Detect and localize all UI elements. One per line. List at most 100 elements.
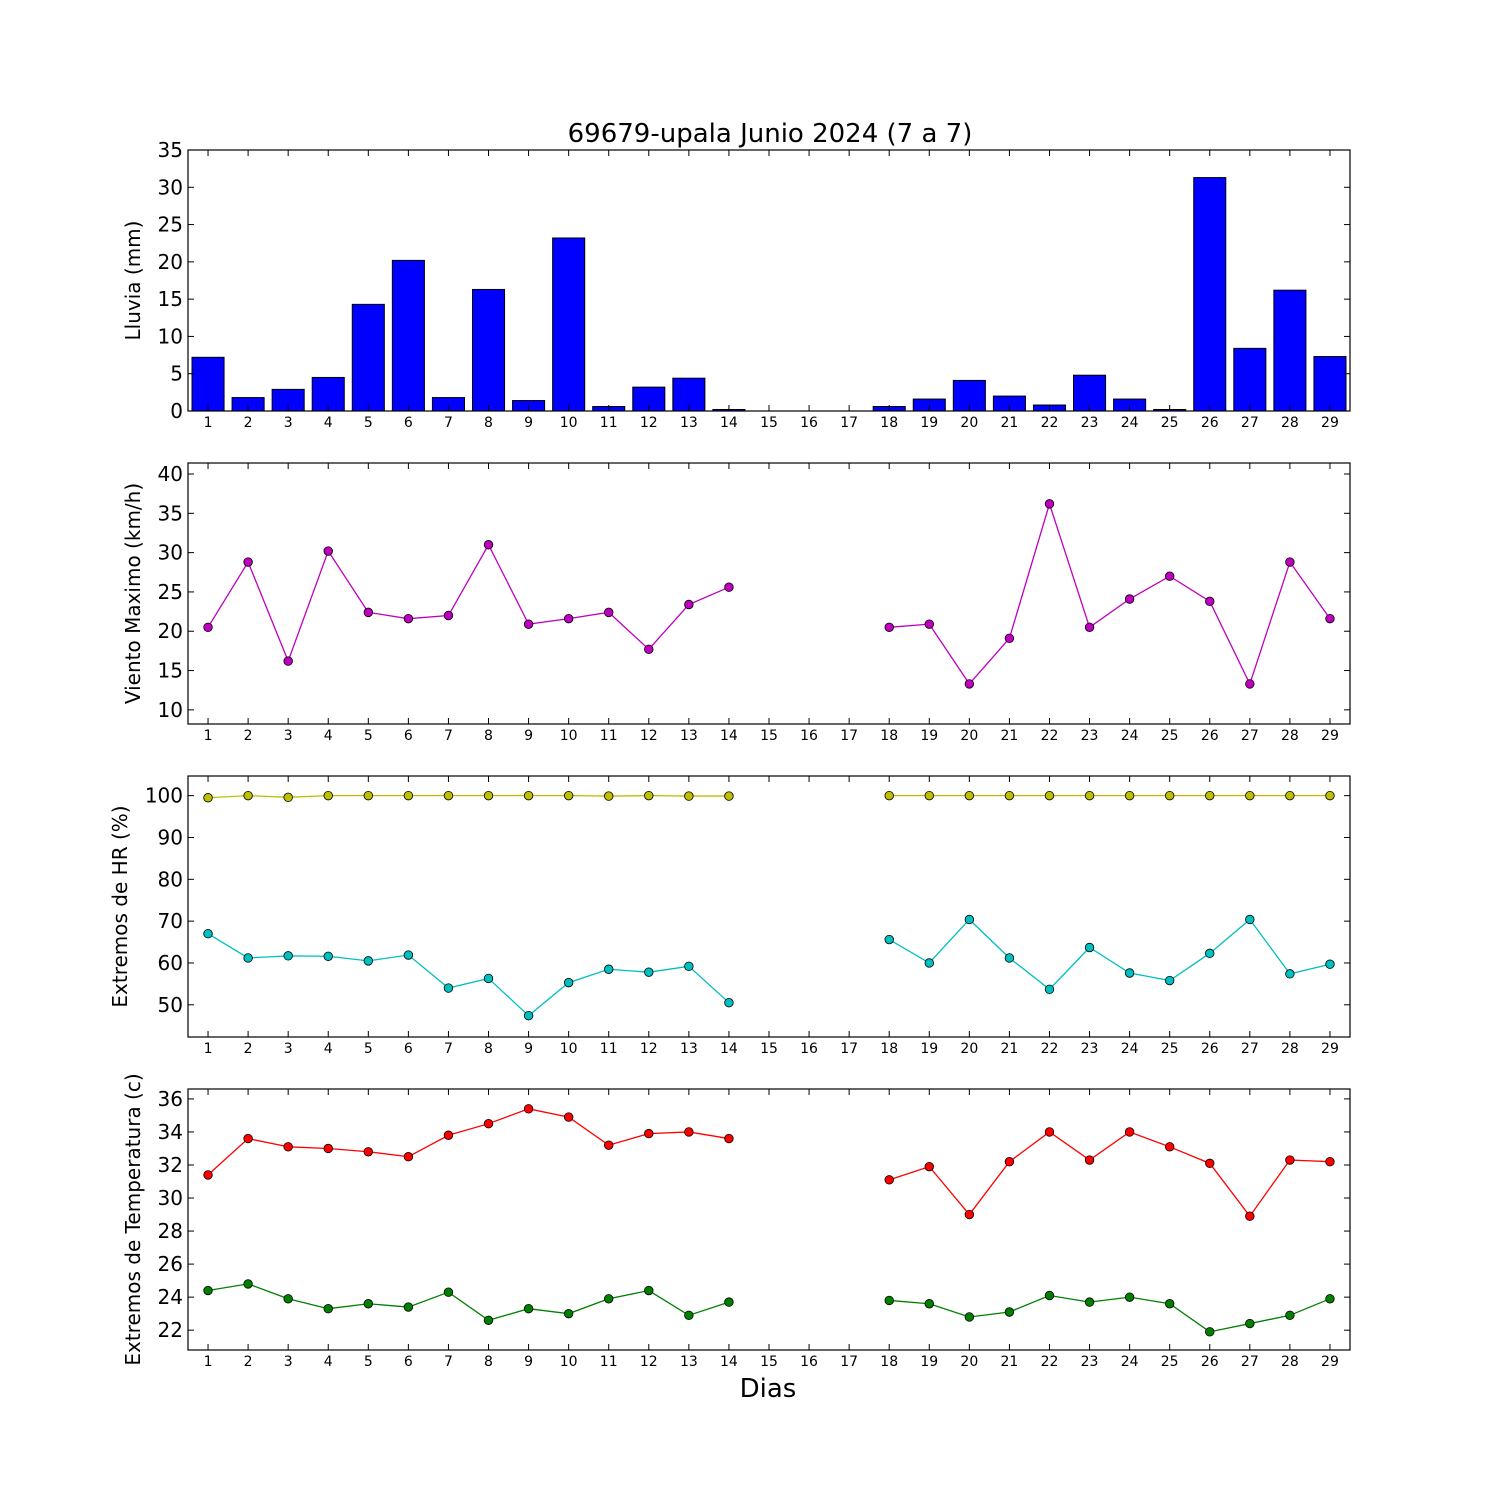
humidity-series-2-line-2 [888, 918, 1331, 991]
humidity-series-2-point-22 [1044, 984, 1055, 995]
temperature-series-2-point-14 [724, 1297, 734, 1307]
temperature-series-2-point-13 [684, 1310, 694, 1321]
humidity-series-1-point-4 [323, 790, 333, 801]
rain-xtick-label-7: 7 [444, 415, 453, 431]
wind-series-1-point-11 [604, 607, 614, 618]
temperature-xtick-label-15: 15 [760, 1354, 778, 1370]
wind-series-1-point-8 [483, 540, 494, 550]
rain-xtick-label-5: 5 [364, 415, 373, 431]
humidity-ytick-label-50: 50 [158, 993, 183, 1017]
temperature-xtick-label-12: 12 [640, 1354, 658, 1370]
wind-ytick-label-30: 30 [158, 541, 183, 565]
wind-series-1-line-1 [207, 543, 730, 663]
rain-xtick-label-2: 2 [244, 415, 253, 431]
wind-xtick-label-18: 18 [880, 728, 898, 744]
temperature-series-2-point-27 [1245, 1318, 1255, 1329]
humidity-xtick-label-10: 10 [560, 1041, 578, 1057]
humidity-xtick-label-22: 22 [1041, 1041, 1059, 1057]
humidity-series-1-point-22 [1044, 790, 1055, 801]
temperature-series-2-point-29 [1325, 1294, 1335, 1304]
rain-ytick-label-15: 15 [158, 287, 183, 311]
wind-series-1-line-2 [889, 501, 1331, 686]
temperature-ytick-label-28: 28 [158, 1219, 183, 1243]
rain-xtick-label-18: 18 [880, 415, 898, 431]
temperature-series-1-point-20 [964, 1209, 975, 1220]
wind-series-1-point-23 [1084, 622, 1095, 633]
temperature-series-2-point-20 [964, 1312, 975, 1322]
humidity-series-1-point-28 [1285, 790, 1295, 801]
rain-bar-29 [1313, 356, 1347, 412]
wind-series-1-point-14 [724, 582, 734, 592]
temperature-xtick-label-26: 26 [1201, 1354, 1219, 1370]
humidity-xtick-label-25: 25 [1161, 1041, 1179, 1057]
temperature-series-1-point-29 [1325, 1156, 1335, 1167]
wind-xtick-label-27: 27 [1241, 728, 1259, 744]
rain-ytick-label-35: 35 [158, 138, 183, 162]
temperature-series-2-point-12 [644, 1285, 654, 1296]
temperature-series-2-point-8 [483, 1315, 494, 1325]
chart-title: 69679-upala Junio 2024 (7 a 7) [568, 119, 973, 149]
humidity-series-2-point-5 [363, 956, 374, 966]
humidity-xtick-label-14: 14 [720, 1041, 738, 1057]
humidity-series-2-point-14 [724, 998, 734, 1008]
temperature-series-2-point-2 [243, 1279, 253, 1289]
rain-xtick-label-3: 3 [284, 415, 293, 431]
humidity-series-1-line-1 [207, 795, 729, 799]
wind-xtick-label-19: 19 [920, 728, 938, 744]
humidity-xtick-label-24: 24 [1121, 1041, 1139, 1057]
temperature-ytick-label-24: 24 [158, 1285, 183, 1309]
rain-bar-26 [1193, 177, 1227, 412]
temperature-xtick-label-2: 2 [244, 1354, 253, 1370]
temperature-xtick-label-4: 4 [324, 1354, 333, 1370]
humidity-series-1-point-18 [884, 790, 894, 801]
wind-xtick-label-20: 20 [960, 728, 978, 744]
wind-ytick-label-40: 40 [158, 462, 183, 486]
humidity-series-2-point-2 [243, 953, 253, 963]
humidity-series-2-point-26 [1205, 948, 1215, 959]
wind-xtick-label-14: 14 [720, 728, 738, 744]
temperature-xtick-label-13: 13 [680, 1354, 698, 1370]
rain-xtick-label-26: 26 [1201, 415, 1219, 431]
humidity-ytick-label-60: 60 [158, 951, 183, 975]
wind-series-1-point-6 [403, 613, 414, 624]
wind-ytick-label-15: 15 [158, 659, 183, 683]
rain-xtick-label-25: 25 [1161, 415, 1179, 431]
wind-xtick-label-16: 16 [800, 728, 818, 744]
temperature-series-1-point-6 [403, 1152, 414, 1162]
rain-xtick-label-11: 11 [600, 415, 618, 431]
humidity-series-2-point-10 [563, 977, 574, 988]
humidity-series-2-point-27 [1245, 914, 1255, 925]
humidity-series-1-point-9 [523, 790, 534, 801]
humidity-series-2-point-12 [644, 967, 654, 977]
humidity-xtick-label-7: 7 [444, 1041, 453, 1057]
temperature-xtick-label-8: 8 [484, 1354, 493, 1370]
wind-xtick-label-23: 23 [1081, 728, 1099, 744]
rain-ytick-label-25: 25 [158, 213, 183, 237]
rain-xtick-label-15: 15 [760, 415, 778, 431]
humidity-series-1-point-10 [563, 790, 574, 801]
humidity-series-1-point-27 [1245, 790, 1255, 801]
humidity-xtick-label-16: 16 [800, 1041, 818, 1057]
temperature-series-2-point-1 [203, 1285, 213, 1296]
temperature-series-1-point-18 [884, 1175, 894, 1185]
temperature-ytick-label-22: 22 [158, 1318, 183, 1342]
humidity-series-1-point-23 [1084, 790, 1095, 801]
temperature-series-2-point-26 [1205, 1327, 1215, 1337]
wind-xtick-label-22: 22 [1041, 728, 1059, 744]
rain-ytick-label-5: 5 [170, 362, 183, 386]
wind-series-1-point-26 [1205, 596, 1215, 607]
humidity-series-1-point-6 [403, 790, 414, 801]
humidity-series-1-point-19 [924, 790, 934, 801]
temperature-series-1-point-11 [604, 1140, 614, 1150]
wind-series-1-point-25 [1164, 571, 1175, 581]
temperature-series-1-point-24 [1124, 1127, 1135, 1137]
temperature-xtick-label-19: 19 [920, 1354, 938, 1370]
wind-series-1-point-29 [1325, 613, 1335, 624]
humidity-series-2-point-1 [203, 928, 213, 939]
temperature-xtick-label-25: 25 [1161, 1354, 1179, 1370]
wind-xtick-label-28: 28 [1281, 728, 1299, 744]
temperature-xtick-label-11: 11 [600, 1354, 618, 1370]
